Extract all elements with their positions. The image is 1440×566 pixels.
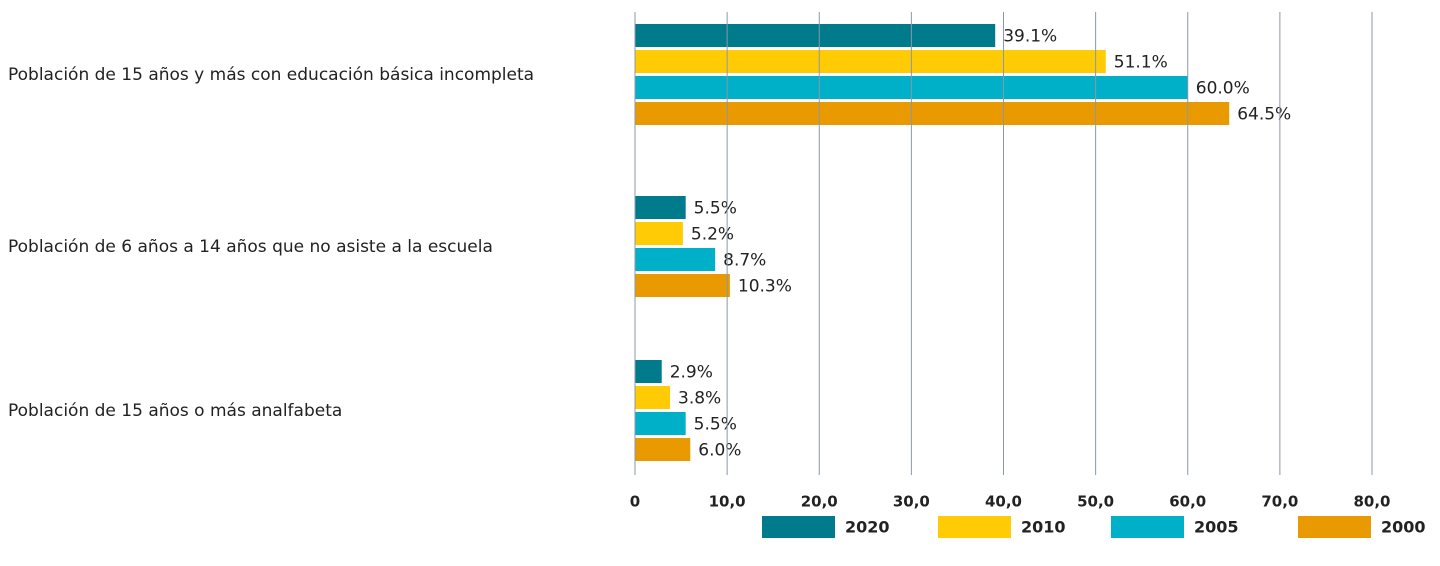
legend-label: 2020: [845, 518, 890, 537]
bar: [635, 196, 686, 219]
bar: [635, 24, 996, 47]
bar: [635, 248, 716, 271]
value-label: 51.1%: [1114, 53, 1168, 73]
x-tick-label: 70,0: [1261, 493, 1298, 511]
bar: [635, 412, 686, 435]
legend-swatch: [1111, 516, 1184, 538]
value-label: 64.5%: [1237, 105, 1291, 125]
value-label: 2.9%: [670, 363, 713, 383]
x-tick-label: 60,0: [1169, 493, 1206, 511]
x-tick-label: 50,0: [1077, 493, 1114, 511]
legend-swatch: [1298, 516, 1371, 538]
bar: [635, 386, 671, 409]
bar: [635, 102, 1230, 125]
value-label: 6.0%: [698, 441, 741, 461]
value-label: 3.8%: [678, 389, 721, 409]
bar: [635, 438, 691, 461]
category-label: Población de 6 años a 14 años que no asi…: [8, 237, 493, 257]
x-tick-label: 80,0: [1353, 493, 1390, 511]
legend-label: 2010: [1021, 518, 1066, 537]
value-label: 5.5%: [694, 415, 737, 435]
bar: [635, 274, 730, 297]
legend-label: 2005: [1194, 518, 1239, 537]
legend-swatch: [762, 516, 835, 538]
legend-label: 2000: [1381, 518, 1426, 537]
value-label: 8.7%: [723, 251, 766, 271]
x-tick-label: 10,0: [709, 493, 746, 511]
x-tick-label: 40,0: [985, 493, 1022, 511]
value-label: 5.2%: [691, 225, 734, 245]
x-tick-label: 30,0: [893, 493, 930, 511]
category-label: Población de 15 años y más con educación…: [8, 65, 534, 85]
value-label: 5.5%: [694, 199, 737, 219]
value-label: 10.3%: [738, 277, 792, 297]
x-tick-label: 0: [630, 493, 640, 511]
bar: [635, 50, 1106, 73]
x-tick-label: 20,0: [801, 493, 838, 511]
category-label: Población de 15 años o más analfabeta: [8, 401, 342, 421]
value-label: 39.1%: [1003, 27, 1057, 47]
bar: [635, 222, 683, 245]
value-label: 60.0%: [1196, 79, 1250, 99]
bar: [635, 360, 662, 383]
legend-swatch: [938, 516, 1011, 538]
